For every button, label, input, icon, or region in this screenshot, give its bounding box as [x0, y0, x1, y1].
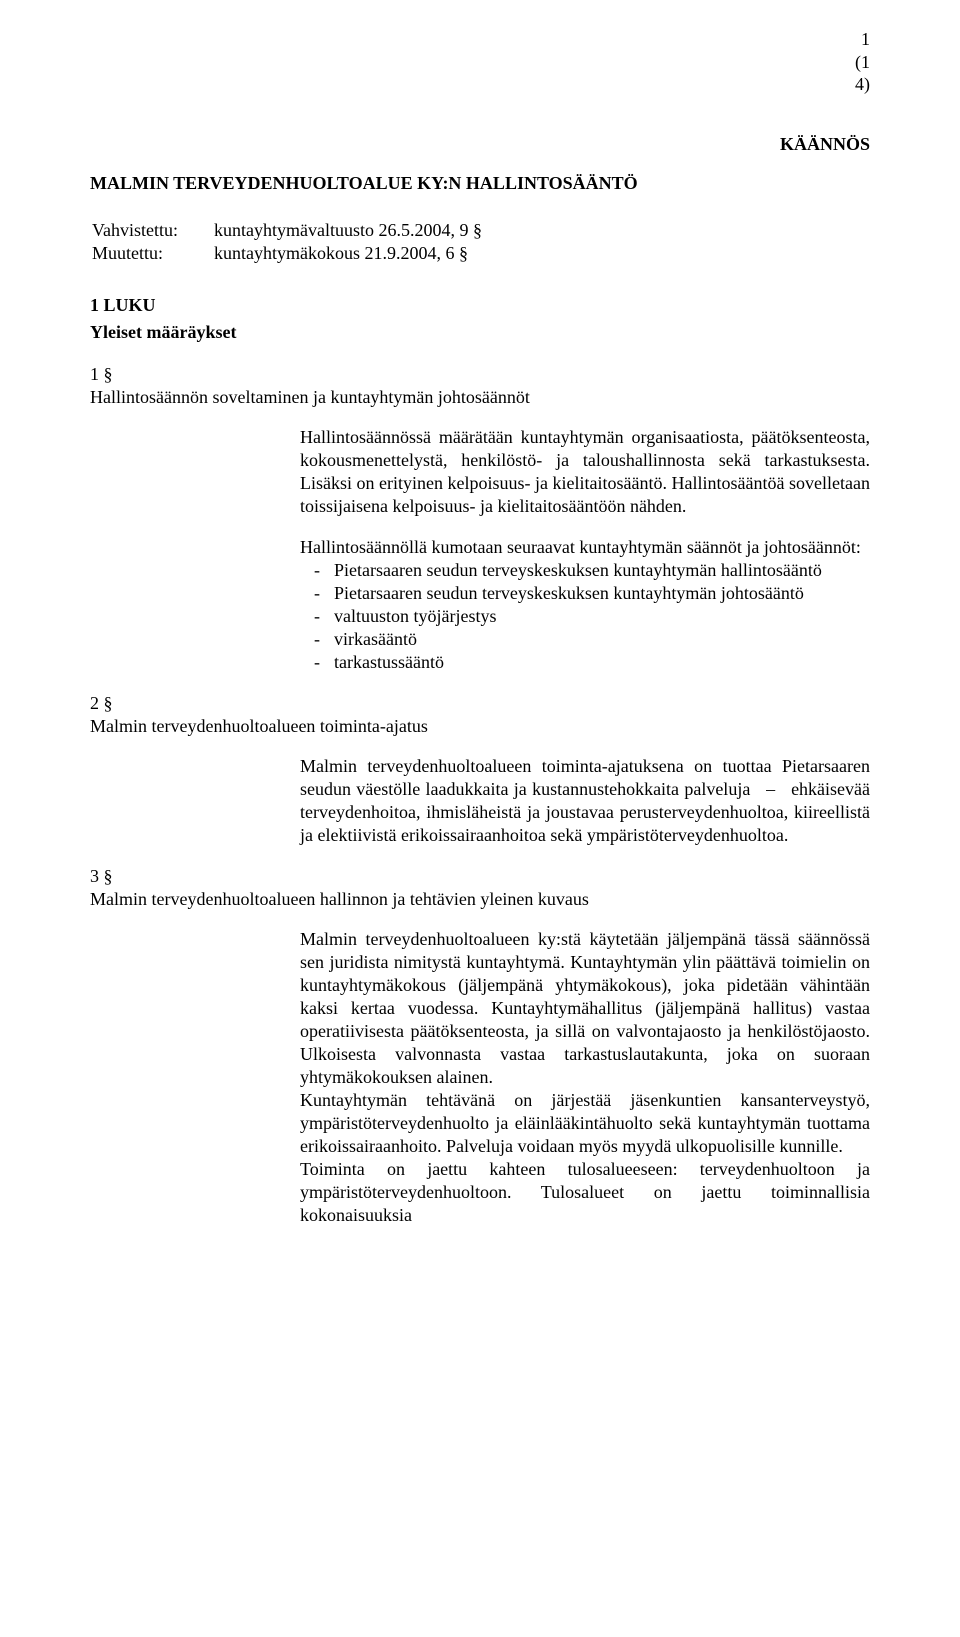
section1-num: 1 § — [90, 363, 870, 386]
section2-num: 2 § — [90, 692, 870, 715]
chapter1-luku: 1 LUKU — [90, 294, 870, 317]
section3-para3: Toiminta on jaettu kahteen tulosalueesee… — [300, 1158, 870, 1227]
section2-title: Malmin terveydenhuoltoalueen toiminta-aj… — [90, 715, 870, 738]
meta-table: Vahvistettu: kuntayhtymävaltuusto 26.5.2… — [90, 218, 484, 266]
chapter1-title: Yleiset määräykset — [90, 321, 870, 344]
dash-separator: – — [756, 779, 791, 799]
section1-list-block: Hallintosäännöllä kumotaan seuraavat kun… — [300, 536, 870, 674]
dash-icon: - — [300, 559, 334, 582]
document-title: MALMIN TERVEYDENHUOLTOALUE KY:N HALLINTO… — [90, 173, 870, 194]
section1-para1: Hallintosäännössä määrätään kuntayhtymän… — [300, 426, 870, 518]
bullet-text: valtuuston työjärjestys — [334, 605, 870, 628]
dash-icon: - — [300, 628, 334, 651]
bullet-item: - Pietarsaaren seudun terveyskeskuksen k… — [300, 582, 870, 605]
section1-para2-lead: Hallintosäännöllä kumotaan seuraavat kun… — [300, 536, 870, 559]
pagenum-line3: 4) — [855, 73, 870, 96]
section3-para1: Malmin terveydenhuoltoalueen ky:stä käyt… — [300, 928, 870, 1089]
dash-icon: - — [300, 582, 334, 605]
bullet-text: Pietarsaaren seudun terveyskeskuksen kun… — [334, 582, 870, 605]
muutettu-label: Muutettu: — [92, 243, 212, 264]
pagenum-line1: 1 — [855, 28, 870, 51]
bullet-item: - valtuuston työjärjestys — [300, 605, 870, 628]
pagenum-line2: (1 — [855, 51, 870, 74]
bullet-text: Pietarsaaren seudun terveyskeskuksen kun… — [334, 559, 870, 582]
bullet-item: - tarkastussääntö — [300, 651, 870, 674]
section3-num: 3 § — [90, 865, 870, 888]
section2-para: Malmin terveydenhuoltoalueen toiminta-aj… — [300, 755, 870, 847]
section1-bullets: - Pietarsaaren seudun terveyskeskuksen k… — [300, 559, 870, 674]
dash-icon: - — [300, 651, 334, 674]
document-page: 1 (1 4) KÄÄNNÖS MALMIN TERVEYDENHUOLTOAL… — [0, 0, 960, 1637]
section1-title: Hallintosäännön soveltaminen ja kuntayht… — [90, 386, 870, 409]
muutettu-value: kuntayhtymäkokous 21.9.2004, 6 § — [214, 243, 482, 264]
bullet-item: - virkasääntö — [300, 628, 870, 651]
dash-icon: - — [300, 605, 334, 628]
vahvistettu-value: kuntayhtymävaltuusto 26.5.2004, 9 § — [214, 220, 482, 241]
page-number-block: 1 (1 4) — [855, 28, 870, 96]
bullet-text: virkasääntö — [334, 628, 870, 651]
kaannos-label: KÄÄNNÖS — [90, 134, 870, 155]
section3-para2: Kuntayhtymän tehtävänä on järjestää jäse… — [300, 1089, 870, 1158]
section3-title: Malmin terveydenhuoltoalueen hallinnon j… — [90, 888, 870, 911]
bullet-item: - Pietarsaaren seudun terveyskeskuksen k… — [300, 559, 870, 582]
bullet-text: tarkastussääntö — [334, 651, 870, 674]
vahvistettu-label: Vahvistettu: — [92, 220, 212, 241]
